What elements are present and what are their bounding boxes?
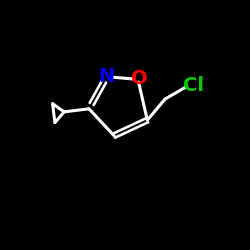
Text: N: N xyxy=(99,67,115,86)
Text: Cl: Cl xyxy=(183,76,204,95)
Text: O: O xyxy=(130,69,147,88)
